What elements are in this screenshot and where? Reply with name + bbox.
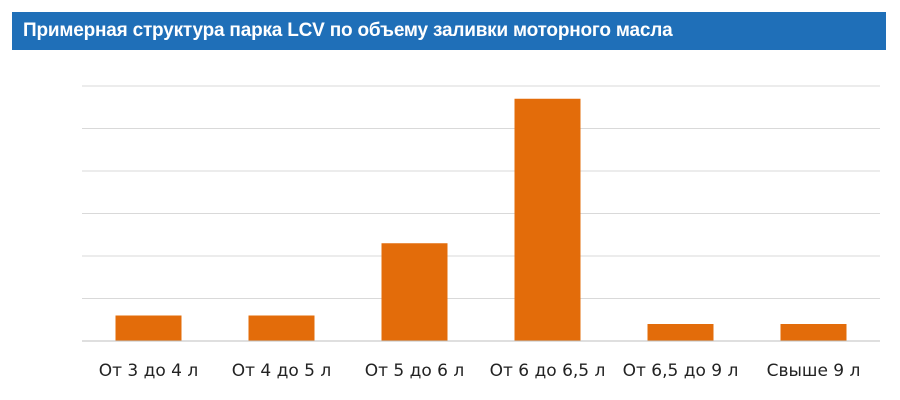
gridlines <box>82 85 880 299</box>
x-tick-label-5: От 6,5 до 9 л <box>623 361 739 381</box>
bar-2 <box>248 315 315 341</box>
bar-5 <box>647 324 714 341</box>
x-tick-label-4: От 6 до 6,5 л <box>490 361 606 381</box>
x-tick-label-1: От 3 до 4 л <box>99 361 199 381</box>
bars <box>115 98 847 341</box>
x-tick-label-3: От 5 до 6 л <box>365 361 465 381</box>
chart-title: Примерная структура парка LCV по объему … <box>23 20 673 41</box>
x-tick-label-6: Свыше 9 л <box>767 361 861 381</box>
bar-6 <box>780 324 847 341</box>
bar-3 <box>381 243 448 341</box>
x-tick-label-2: От 4 до 5 л <box>232 361 332 381</box>
bar-4 <box>514 98 581 341</box>
x-tick-labels: От 3 до 4 л От 4 до 5 л От 5 до 6 л От 6 до… <box>99 361 861 381</box>
chart-title-bar: Примерная структура парка LCV по объему … <box>12 12 886 50</box>
bar-1 <box>115 315 182 341</box>
